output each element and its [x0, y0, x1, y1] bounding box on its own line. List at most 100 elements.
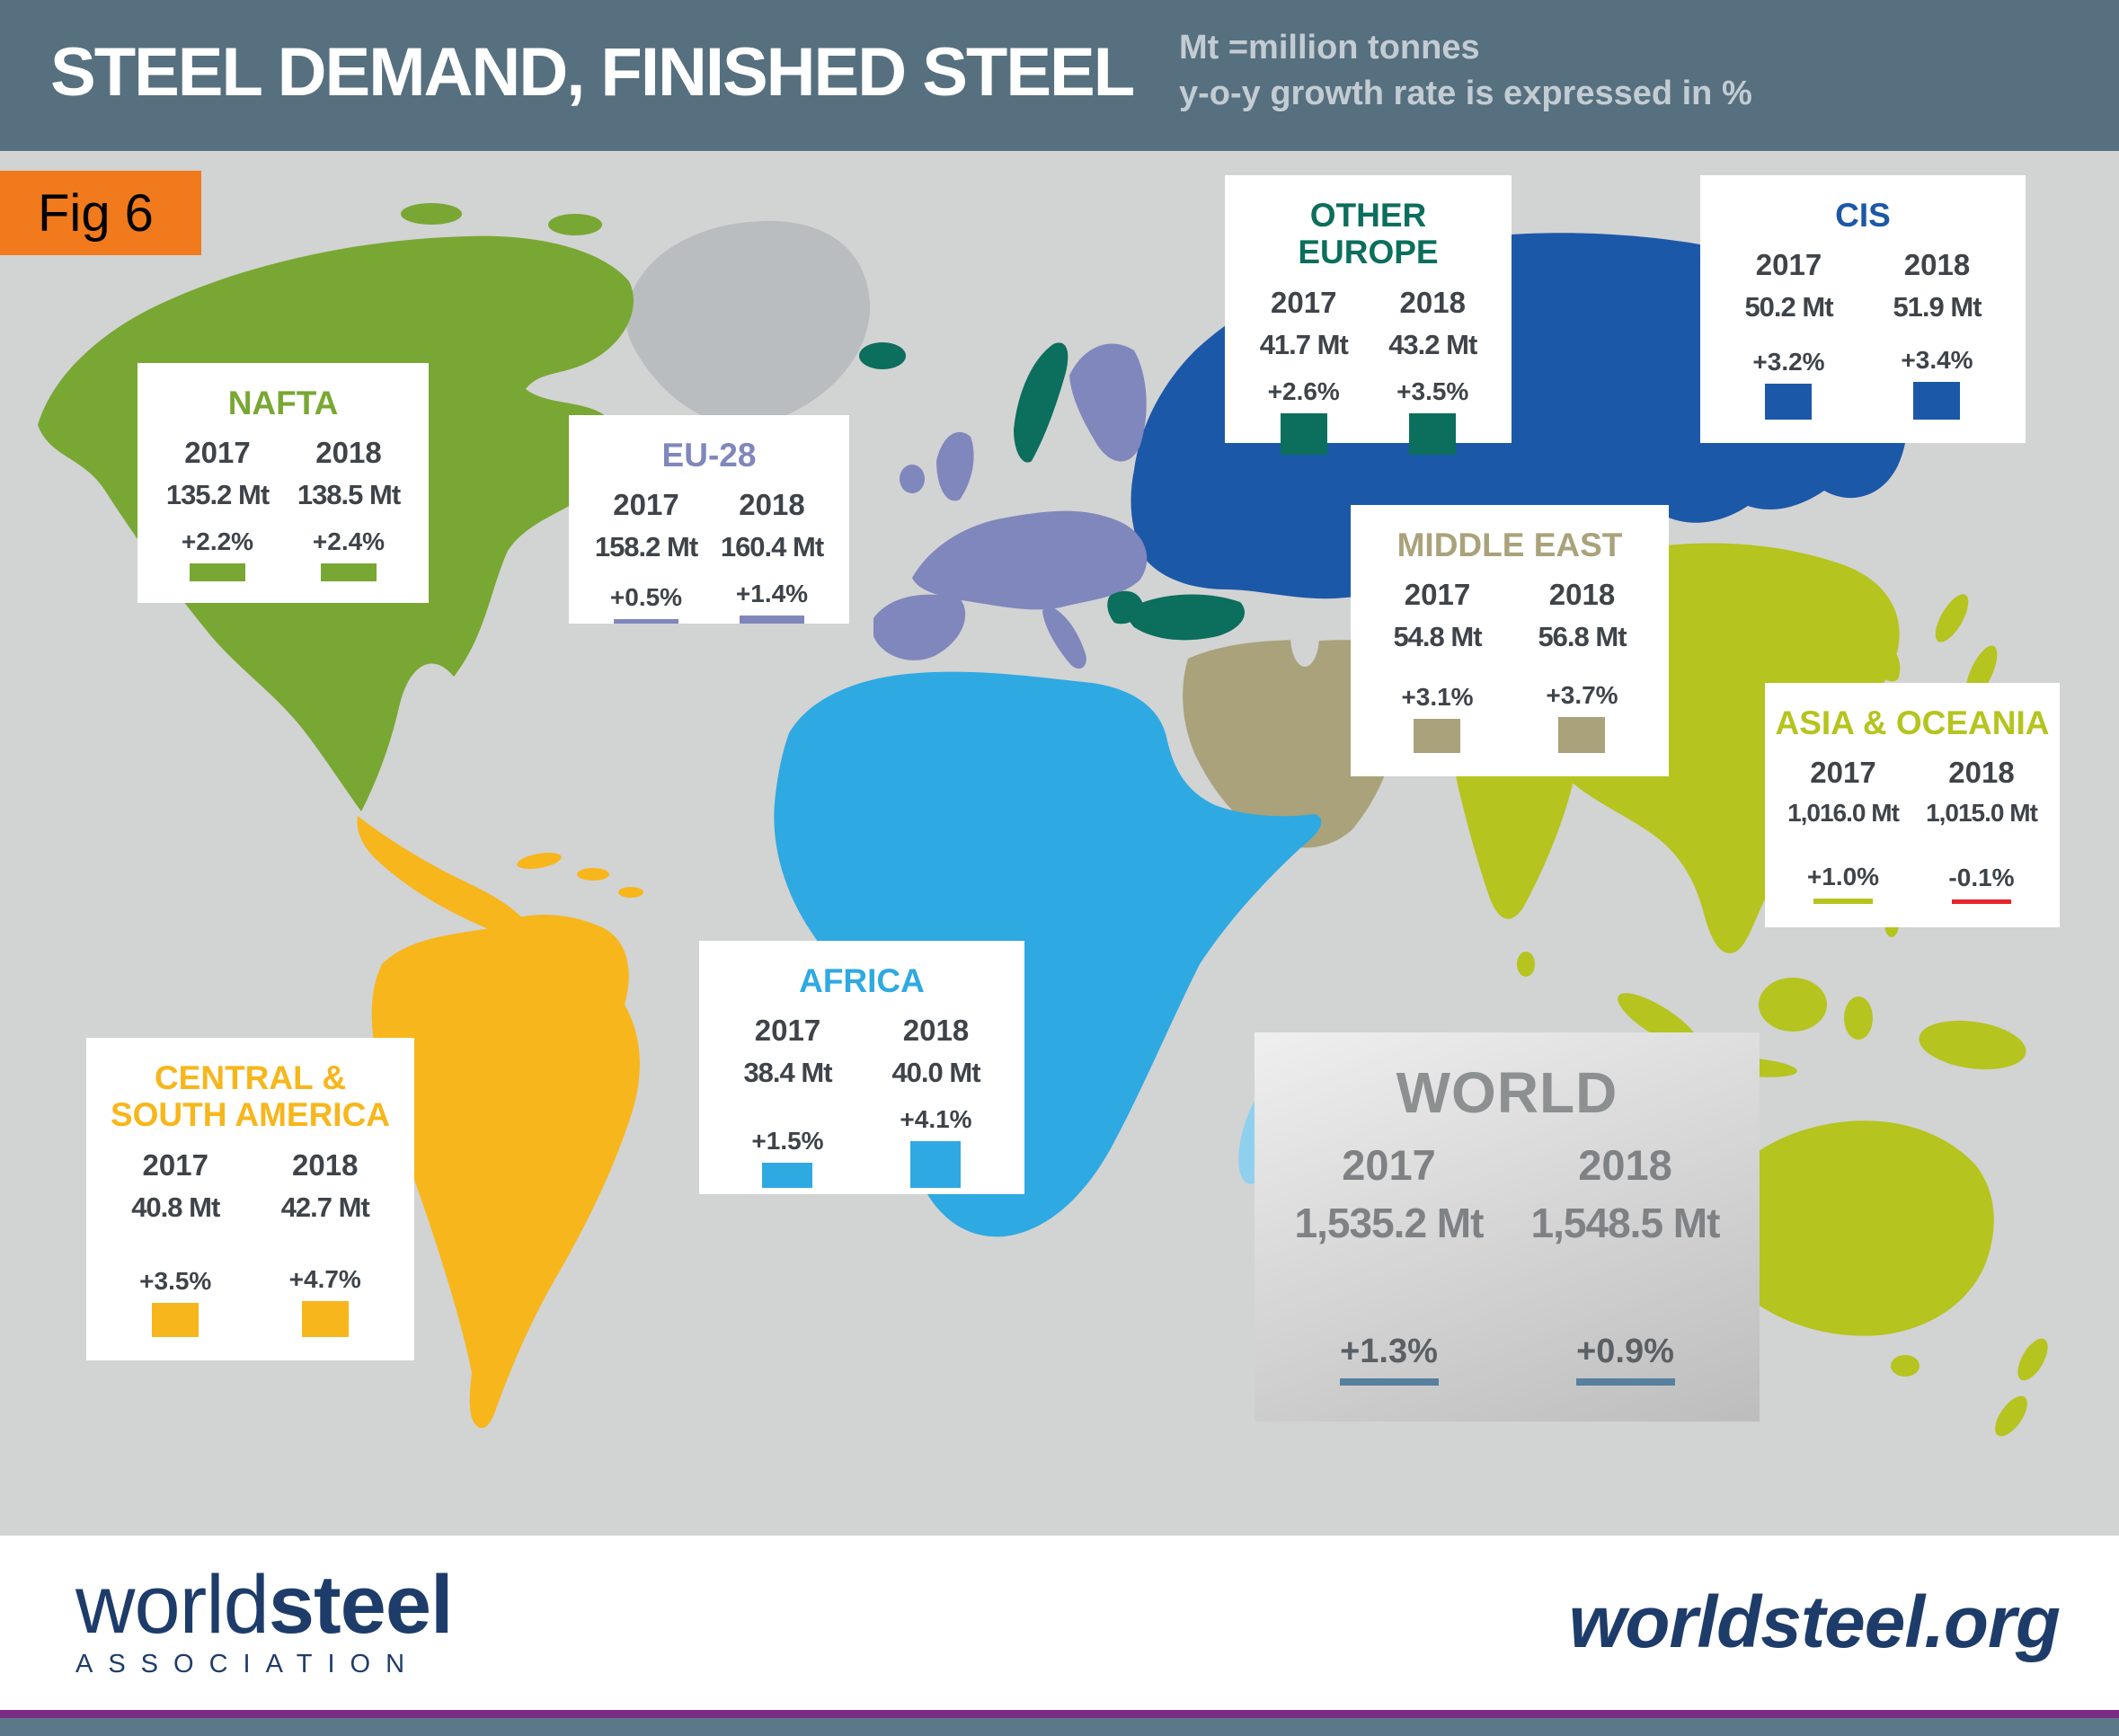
year-label: 2018 [1948, 756, 2015, 790]
column-2017: 2017 135.2 Mt +2.2% [152, 436, 283, 582]
region-card-world: WORLD 2017 1,535.2 Mt +1.3% 2018 1,548.5… [1255, 1032, 1760, 1422]
growth-bar [1913, 382, 1961, 420]
demand-value: 54.8 Mt [1393, 621, 1482, 653]
column-2017: 2017 1,535.2 Mt +1.3% [1271, 1140, 1507, 1386]
column-2018: 2018 138.5 Mt +2.4% [283, 436, 414, 582]
year-label: 2018 [1399, 285, 1466, 319]
demand-value: 160.4 Mt [720, 531, 824, 563]
region-card-cis: CIS 2017 50.2 Mt +3.2% 2018 51.9 Mt +3.4… [1700, 175, 2026, 443]
growth-rate: +1.5% [751, 1127, 824, 1156]
growth-rate: +1.4% [735, 580, 809, 608]
logo-word-steel: steel [268, 1558, 454, 1651]
region-title: EU-28 [661, 437, 757, 474]
year-label: 2017 [1810, 756, 1876, 790]
demand-value: 1,535.2 Mt [1294, 1199, 1485, 1246]
column-2018: 2018 160.4 Mt +1.4% [709, 488, 835, 624]
map-region-other-europe [859, 342, 1246, 641]
year-label: 2017 [142, 1147, 208, 1182]
column-2017: 2017 40.8 Mt +3.5% [101, 1148, 251, 1337]
growth-rate: +4.7% [288, 1265, 361, 1293]
region-title: OTHER EUROPE [1298, 197, 1439, 271]
column-2018: 2018 43.2 Mt +3.5% [1369, 286, 1498, 455]
logo-word-world: world [75, 1558, 270, 1651]
year-label: 2018 [292, 1147, 359, 1182]
year-label: 2018 [315, 436, 382, 470]
growth-bar [152, 1303, 199, 1337]
demand-value: 1,015.0 Mt [1926, 799, 2038, 828]
units-note-line2: y-o-y growth rate is expressed in % [1179, 75, 1752, 113]
demand-value: 40.8 Mt [131, 1191, 220, 1223]
region-card-nafta: NAFTA 2017 135.2 Mt +2.2% 2018 138.5 Mt … [137, 363, 429, 603]
region-title: CIS [1835, 197, 1891, 234]
growth-bar [1558, 717, 1606, 753]
demand-value: 51.9 Mt [1893, 291, 1982, 323]
year-label: 2018 [1548, 578, 1616, 612]
growth-bar [301, 1301, 349, 1337]
demand-value: 50.2 Mt [1744, 291, 1833, 323]
year-label: 2017 [184, 436, 251, 470]
column-2018: 2018 56.8 Mt +3.7% [1510, 578, 1654, 753]
units-note: Mt =million tonnes y-o-y growth rate is … [1179, 25, 1752, 118]
growth-rate: +1.0% [1806, 863, 1880, 890]
units-note-line1: Mt =million tonnes [1179, 29, 1480, 66]
column-2017: 2017 50.2 Mt +3.2% [1715, 248, 1863, 420]
growth-bar [1409, 412, 1457, 455]
region-card-other-europe: OTHER EUROPE 2017 41.7 Mt +2.6% 2018 43.… [1225, 175, 1512, 455]
growth-bar [1280, 412, 1327, 455]
growth-rate: +3.1% [1401, 683, 1474, 711]
column-2018: 2018 42.7 Mt +4.7% [251, 1148, 401, 1337]
demand-value: 43.2 Mt [1388, 328, 1477, 360]
region-card-asia-oceania: ASIA & OCEANIA 2017 1,016.0 Mt +1.0% 201… [1765, 683, 2060, 927]
growth-rate: +3.2% [1752, 348, 1825, 376]
growth-rate: +3.5% [139, 1267, 212, 1295]
demand-value: 138.5 Mt [297, 479, 401, 511]
demand-value: 1,016.0 Mt [1787, 799, 1900, 828]
region-title: CENTRAL & SOUTH AMERICA [110, 1059, 391, 1134]
year-label: 2018 [1578, 1140, 1672, 1189]
accent-stripe-slate [0, 1718, 2119, 1736]
region-title: MIDDLE EAST [1396, 527, 1623, 563]
growth-bar [1575, 1378, 1675, 1386]
logo-association-label: ASSOCIATION [75, 1649, 421, 1678]
column-2018: 2018 40.0 Mt +4.1% [862, 1014, 1010, 1189]
growth-bar [910, 1141, 962, 1189]
growth-rate: +0.9% [1576, 1333, 1674, 1370]
demand-value: 135.2 Mt [165, 479, 270, 511]
growth-rate: +2.2% [181, 527, 254, 556]
growth-bar [189, 563, 245, 582]
year-label: 2017 [1755, 248, 1822, 282]
region-card-central-south-america: CENTRAL & SOUTH AMERICA 2017 40.8 Mt +3.… [86, 1038, 414, 1360]
growth-bar [613, 619, 678, 624]
growth-bar [1765, 384, 1813, 420]
growth-bar [1952, 899, 2011, 904]
growth-rate: +0.5% [609, 583, 683, 612]
year-label: 2017 [754, 1014, 821, 1048]
growth-rate: -0.1% [1948, 864, 2015, 891]
growth-bar [320, 563, 377, 582]
column-2017: 2017 54.8 Mt +3.1% [1365, 578, 1510, 753]
demand-value: 158.2 Mt [594, 531, 698, 563]
growth-rate: +4.1% [900, 1105, 972, 1134]
region-card-middle-east: MIDDLE EAST 2017 54.8 Mt +3.1% 2018 56.8… [1351, 505, 1669, 776]
column-2017: 2017 38.4 Mt +1.5% [714, 1014, 862, 1189]
growth-bar [1813, 899, 1873, 904]
region-title: AFRICA [799, 962, 925, 999]
growth-rate: +2.6% [1267, 376, 1340, 405]
region-title: ASIA & OCEANIA [1775, 704, 2050, 741]
column-2018: 2018 1,548.5 Mt +0.9% [1507, 1140, 1743, 1386]
year-label: 2017 [1404, 578, 1471, 612]
map-region-eu28 [873, 343, 1148, 669]
year-label: 2017 [1271, 285, 1337, 319]
year-label: 2018 [1903, 248, 1971, 282]
map-region-greenland [625, 220, 871, 426]
column-2018: 2018 1,015.0 Mt -0.1% [1912, 756, 2051, 904]
demand-value: 42.7 Mt [280, 1191, 370, 1223]
year-label: 2018 [739, 488, 805, 522]
year-label: 2017 [613, 488, 679, 522]
column-2017: 2017 41.7 Mt +2.6% [1239, 286, 1369, 455]
figure-label: Fig 6 [0, 171, 201, 255]
year-label: 2018 [902, 1014, 970, 1048]
map-caspian-sea [1290, 606, 1319, 667]
header-bar: STEEL DEMAND, FINISHED STEEL Mt =million… [0, 0, 2119, 151]
